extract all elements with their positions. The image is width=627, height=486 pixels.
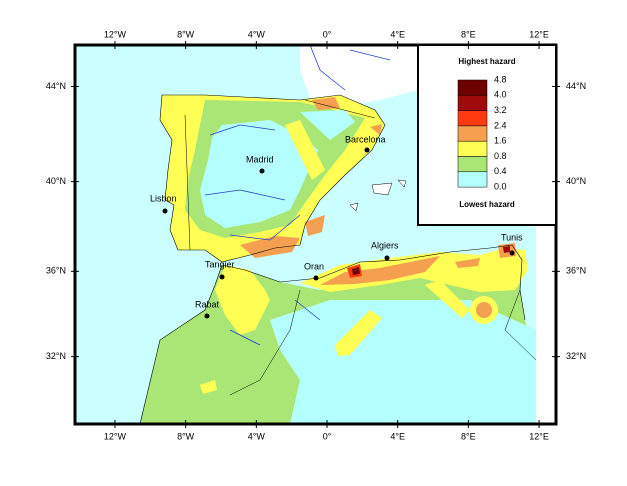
lat-tick-label: 32°N xyxy=(566,351,586,361)
coastline xyxy=(221,244,526,321)
border xyxy=(184,99,537,396)
lat-tick-label: 32°N xyxy=(46,351,66,361)
lon-tick-label: 4°E xyxy=(390,29,405,39)
city-dot xyxy=(204,313,210,319)
city-dot xyxy=(509,250,515,256)
hazard-zone xyxy=(300,110,355,140)
lon-tick-label: 8°E xyxy=(461,431,476,441)
city-label: Rabat xyxy=(195,299,220,309)
lat-tick-label: 44°N xyxy=(566,81,586,91)
legend-swatch xyxy=(457,171,488,188)
lon-tick-label: 0° xyxy=(323,431,332,441)
legend-level: 4.8 xyxy=(494,74,507,84)
hazard-zone xyxy=(370,124,382,135)
lon-tick-label: 12°W xyxy=(104,431,127,441)
legend-swatch xyxy=(457,140,488,157)
lon-tick-label: 12°E xyxy=(529,29,549,39)
river xyxy=(204,44,391,346)
legend-level: 4.0 xyxy=(494,90,507,100)
lon-tick-label: 0° xyxy=(323,29,332,39)
legend-top-label: Highest hazard xyxy=(458,57,515,66)
city-label: Lisbon xyxy=(150,193,177,203)
hazard-zone xyxy=(312,97,340,110)
legend-swatch xyxy=(457,156,488,173)
hazard-zone xyxy=(200,120,318,228)
city-label: Oran xyxy=(304,261,324,271)
coastline xyxy=(139,264,223,425)
lon-tick-label: 4°E xyxy=(390,431,405,441)
lon-tick-label: 4°W xyxy=(248,431,266,441)
legend-level: 1.6 xyxy=(494,136,507,146)
legend-swatch xyxy=(457,79,488,96)
legend-bottom-label: Lowest hazard xyxy=(459,200,515,209)
hazard-zone xyxy=(455,258,480,268)
city-label: Barcelona xyxy=(345,134,386,144)
city-dot xyxy=(162,208,168,214)
lon-tick-label: 12°W xyxy=(104,29,127,39)
legend: Highest hazard Lowest hazard 4.8 4.0 3.2 2.… xyxy=(417,44,557,226)
legend-level: 0.4 xyxy=(494,166,507,176)
lat-tick-label: 36°N xyxy=(566,266,586,276)
city-label: Tunis xyxy=(501,232,523,242)
hazard-zone xyxy=(305,215,325,236)
coastline xyxy=(159,94,386,263)
city-label: Algiers xyxy=(371,240,399,250)
lat-tick-label: 36°N xyxy=(46,266,66,276)
island xyxy=(349,179,407,212)
lat-tick-label: 40°N xyxy=(46,176,66,186)
hazard-zone xyxy=(425,280,470,318)
legend-level: 2.4 xyxy=(494,120,507,130)
hazard-zone xyxy=(476,302,492,318)
hazard-zone xyxy=(200,380,217,394)
hazard-zone xyxy=(285,120,325,180)
city-dot xyxy=(219,274,225,280)
city-dot xyxy=(364,147,370,153)
lon-tick-label: 8°W xyxy=(177,431,195,441)
lon-tick-label: 4°W xyxy=(248,29,266,39)
hazard-zone xyxy=(352,267,360,275)
city-dot xyxy=(259,168,265,174)
city-dot xyxy=(384,255,390,261)
legend-level: 0.0 xyxy=(494,181,507,191)
lat-tick-label: 40°N xyxy=(566,176,586,186)
city-label: Madrid xyxy=(246,154,274,164)
cities: Madrid Barcelona Lisbon Tangier Rabat Or… xyxy=(150,134,523,319)
lon-tick-label: 8°W xyxy=(177,29,195,39)
city-dot xyxy=(313,275,319,281)
hazard-zone xyxy=(270,300,536,424)
legend-level: 3.2 xyxy=(494,105,507,115)
legend-swatch xyxy=(457,125,488,142)
lat-tick-label: 44°N xyxy=(46,81,66,91)
hazard-zone xyxy=(240,236,300,258)
lon-tick-label: 12°E xyxy=(529,431,549,441)
lon-tick-label: 8°E xyxy=(461,29,476,39)
hazard-zone xyxy=(503,246,510,253)
hazard-zone xyxy=(215,265,270,335)
frame xyxy=(73,43,558,426)
hazard-zone xyxy=(335,310,382,356)
legend-swatch xyxy=(457,95,488,111)
city-label: Tangier xyxy=(205,259,235,269)
legend-level: 0.8 xyxy=(494,151,507,161)
legend-swatch xyxy=(457,110,488,127)
